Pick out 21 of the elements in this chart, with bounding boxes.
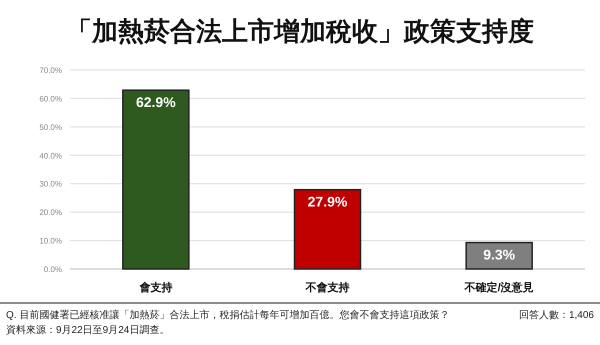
data-label: 9.3% bbox=[483, 246, 516, 263]
y-tick-label: 50.0% bbox=[39, 122, 62, 132]
source-note: 資料來源：9月22日至9月24日調查。 bbox=[6, 324, 170, 336]
bar bbox=[294, 188, 362, 270]
x-tick-label: 不確定/沒意見 bbox=[464, 281, 534, 294]
y-tick-label: 0.0% bbox=[44, 265, 62, 274]
data-label: 27.9% bbox=[308, 194, 348, 210]
text: 回答人數：1,406 bbox=[518, 309, 594, 321]
y-tick-label: 70.0% bbox=[39, 66, 62, 75]
y-tick-label: 10.0% bbox=[39, 236, 62, 246]
y-tick-label: 20.0% bbox=[39, 208, 62, 218]
text: Q. 目前國健署已經核准讓「加熱菸」合法上市，稅捐估計每年可增加百億。您會不會支持這項政策？ bbox=[6, 309, 450, 321]
bar bbox=[465, 242, 533, 270]
y-tick-label: 30.0% bbox=[39, 180, 62, 189]
x-tick-label: 會支持 bbox=[138, 281, 172, 294]
y-tick-label: 40.0% bbox=[39, 151, 62, 160]
chart-title: 「加熱菸合法上市增加稅收」政策支持度 bbox=[66, 16, 534, 46]
x-tick-label: 不會支持 bbox=[304, 281, 350, 294]
y-tick-label: 60.0% bbox=[39, 94, 62, 104]
data-label: 62.9% bbox=[136, 94, 176, 110]
bar bbox=[122, 89, 190, 270]
